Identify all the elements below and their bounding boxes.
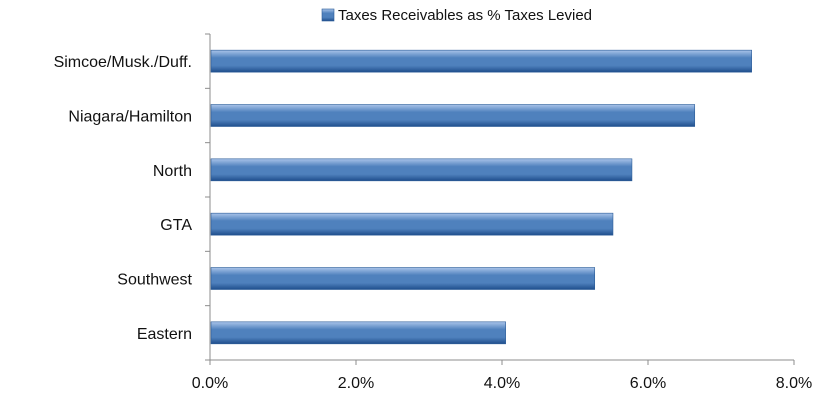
- legend-label: Taxes Receivables as % Taxes Levied: [338, 7, 592, 24]
- category-label: Southwest: [117, 272, 192, 289]
- legend-swatch: [321, 8, 335, 22]
- legend: Taxes Receivables as % Taxes Levied: [321, 7, 592, 24]
- category-label: Niagara/Hamilton: [68, 109, 192, 126]
- category-label: North: [153, 163, 192, 180]
- bar: [210, 267, 596, 290]
- bar: [210, 49, 752, 73]
- bar: [210, 321, 506, 345]
- bar: [210, 158, 633, 182]
- category-label: Eastern: [137, 326, 192, 343]
- x-tick-label: 4.0%: [484, 375, 520, 392]
- category-label: GTA: [160, 217, 192, 234]
- x-tick-label: 8.0%: [776, 375, 812, 392]
- x-tick-label: 2.0%: [338, 375, 374, 392]
- x-tick-label: 0.0%: [192, 375, 228, 392]
- bar: [210, 212, 614, 236]
- bar: [210, 104, 696, 127]
- category-label: Simcoe/Musk./Duff.: [54, 54, 192, 71]
- plot-area: 0.0% 2.0% 4.0% 6.0% 8.0% Eastern Southwest GTA N…: [54, 33, 812, 392]
- x-tick-label: 6.0%: [630, 375, 666, 392]
